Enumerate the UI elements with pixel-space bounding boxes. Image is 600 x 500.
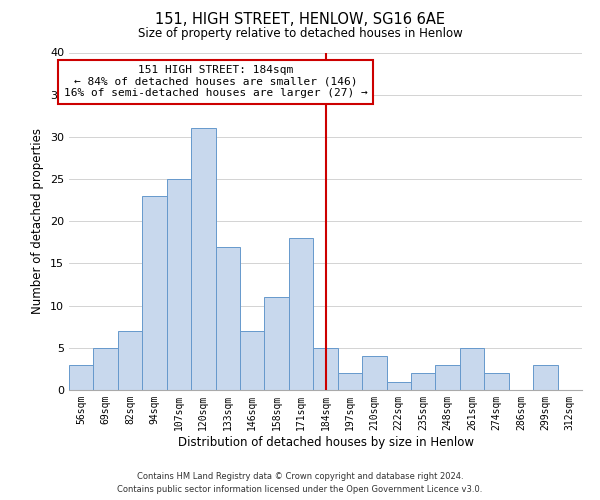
- Bar: [215, 246, 240, 390]
- Bar: [533, 364, 557, 390]
- Bar: [362, 356, 386, 390]
- Bar: [69, 364, 94, 390]
- Bar: [142, 196, 167, 390]
- Bar: [191, 128, 215, 390]
- Bar: [313, 348, 338, 390]
- Text: Size of property relative to detached houses in Henlow: Size of property relative to detached ho…: [137, 28, 463, 40]
- Bar: [265, 297, 289, 390]
- Bar: [94, 348, 118, 390]
- Bar: [240, 331, 265, 390]
- Text: 151 HIGH STREET: 184sqm
← 84% of detached houses are smaller (146)
16% of semi-d: 151 HIGH STREET: 184sqm ← 84% of detache…: [64, 65, 367, 98]
- Text: 151, HIGH STREET, HENLOW, SG16 6AE: 151, HIGH STREET, HENLOW, SG16 6AE: [155, 12, 445, 28]
- Bar: [118, 331, 142, 390]
- Bar: [484, 373, 509, 390]
- Text: Contains HM Land Registry data © Crown copyright and database right 2024.
Contai: Contains HM Land Registry data © Crown c…: [118, 472, 482, 494]
- Bar: [411, 373, 436, 390]
- Bar: [289, 238, 313, 390]
- Bar: [460, 348, 484, 390]
- Bar: [436, 364, 460, 390]
- Bar: [386, 382, 411, 390]
- Bar: [338, 373, 362, 390]
- Y-axis label: Number of detached properties: Number of detached properties: [31, 128, 44, 314]
- X-axis label: Distribution of detached houses by size in Henlow: Distribution of detached houses by size …: [178, 436, 473, 448]
- Bar: [167, 179, 191, 390]
